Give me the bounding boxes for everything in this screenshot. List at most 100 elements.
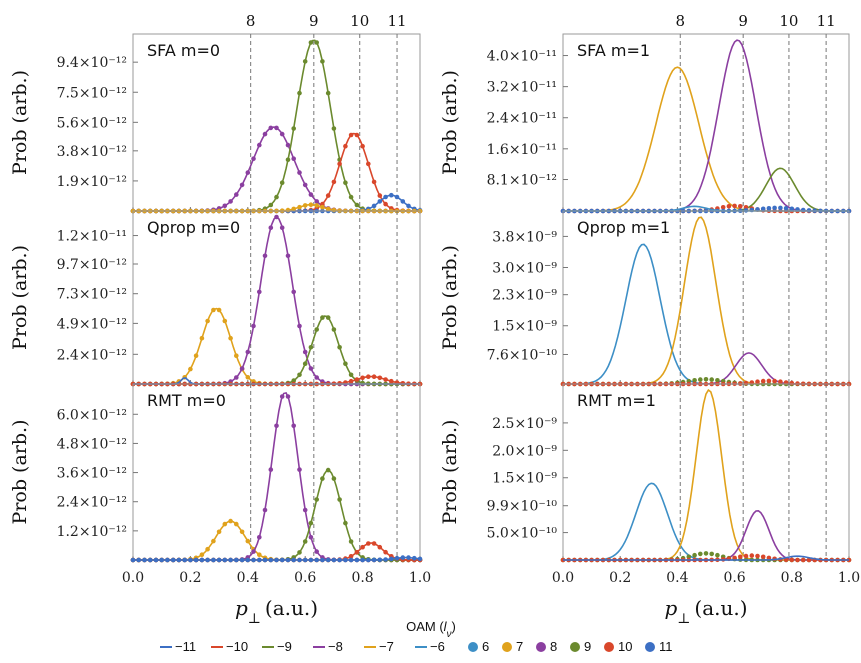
data-point xyxy=(348,372,354,378)
data-point xyxy=(348,539,354,544)
data-point xyxy=(302,557,308,563)
data-point xyxy=(308,535,314,540)
data-point xyxy=(320,557,325,563)
data-point xyxy=(348,378,354,384)
series-oam-7 xyxy=(563,388,849,561)
data-point xyxy=(325,315,331,320)
data-point xyxy=(377,375,383,381)
data-point xyxy=(360,544,365,550)
data-point xyxy=(274,423,279,429)
y-tick-label: 1.5×10⁻⁹ xyxy=(492,319,557,335)
data-point xyxy=(417,556,423,562)
data-point xyxy=(142,557,147,563)
data-point xyxy=(743,380,749,386)
data-point xyxy=(331,557,337,563)
series-oam--7 xyxy=(130,202,423,214)
y-tick-label: 9.9×10⁻¹⁰ xyxy=(487,499,558,515)
data-point xyxy=(343,361,348,367)
y-tick-label: 3.6×10⁻¹² xyxy=(57,466,127,482)
y-tick-label: 3.8×10⁻⁹ xyxy=(492,229,557,245)
data-point xyxy=(760,554,766,560)
y-tick-label: 1.2×10⁻¹¹ xyxy=(57,229,127,245)
series-line xyxy=(133,542,420,561)
legend-title: OAM (lν) xyxy=(406,619,456,640)
data-point xyxy=(239,366,245,371)
series-line xyxy=(563,66,849,212)
y-tick-label: 1.5×10⁻⁹ xyxy=(492,471,557,487)
data-point xyxy=(291,289,297,295)
data-point xyxy=(371,203,377,209)
data-point xyxy=(343,520,348,526)
data-point xyxy=(371,179,377,185)
series-line xyxy=(563,216,849,385)
data-point xyxy=(360,557,365,563)
data-point xyxy=(709,377,714,382)
legend-entry-6: 6 xyxy=(468,639,489,654)
panel-title: Qprop m=1 xyxy=(577,218,670,237)
data-point xyxy=(406,203,411,209)
data-point xyxy=(274,214,279,220)
y-tick-label: 7.3×10⁻¹² xyxy=(57,287,127,303)
series-line xyxy=(563,555,849,561)
y-tick-label: 5.6×10⁻¹² xyxy=(57,115,127,131)
data-point xyxy=(279,180,285,185)
data-point xyxy=(383,557,388,562)
y-tick-label: 2.5×10⁻⁹ xyxy=(492,416,557,432)
y-tick-label: 7.6×10⁻¹⁰ xyxy=(487,347,558,363)
data-point xyxy=(308,345,314,350)
data-point xyxy=(205,557,210,563)
data-point xyxy=(216,307,222,313)
series-oam-7 xyxy=(563,66,849,212)
data-point xyxy=(348,557,354,563)
data-point xyxy=(692,378,697,383)
data-point xyxy=(274,557,279,563)
data-point xyxy=(211,557,216,563)
data-point xyxy=(686,554,692,560)
data-point xyxy=(268,225,274,230)
data-point xyxy=(205,546,210,552)
data-point xyxy=(222,318,228,324)
data-point xyxy=(251,323,256,329)
reference-line-label: 11 xyxy=(817,12,836,30)
x-tick-label: 0.4 xyxy=(666,570,688,586)
series-oam-7 xyxy=(563,216,849,385)
data-point xyxy=(314,549,320,554)
y-tick-label: 9.4×10⁻¹² xyxy=(57,55,127,71)
data-point xyxy=(354,549,360,555)
data-point xyxy=(291,206,297,212)
y-tick-label: 6.0×10⁻¹² xyxy=(57,407,127,423)
data-point xyxy=(383,201,388,207)
y-tick-label: 2.3×10⁻⁹ xyxy=(492,288,557,304)
y-tick-label: 1.2×10⁻¹² xyxy=(57,524,127,540)
data-point xyxy=(738,204,743,209)
data-point xyxy=(234,557,239,563)
data-point xyxy=(308,366,314,371)
data-point xyxy=(331,476,337,481)
data-point xyxy=(371,557,377,563)
data-point xyxy=(297,550,302,555)
data-point xyxy=(274,194,279,200)
data-point xyxy=(377,199,383,204)
legend-label: 11 xyxy=(659,639,673,654)
data-point xyxy=(211,538,216,544)
data-point xyxy=(302,539,308,544)
data-point xyxy=(772,378,777,384)
y-tick-label: 9.7×10⁻¹² xyxy=(57,257,127,273)
data-point xyxy=(337,345,342,350)
data-point xyxy=(325,206,331,212)
y-axis-label: Prob (arb.) xyxy=(439,420,461,525)
data-point xyxy=(343,557,348,563)
data-point xyxy=(337,497,342,502)
series-oam--8 xyxy=(130,391,423,563)
legend-label: −11 xyxy=(175,639,196,654)
data-point xyxy=(320,476,325,481)
data-point xyxy=(234,353,239,359)
data-point xyxy=(320,59,325,64)
legend-entry-−10: −10 xyxy=(211,639,248,654)
data-point xyxy=(228,518,233,524)
panel-qprop-m-1: 7.6×10⁻¹⁰ 1.5×10⁻⁹ 2.3×10⁻⁹ 3.0×10⁻⁹ 3.8×10⁻… xyxy=(439,210,852,387)
data-point xyxy=(331,327,337,332)
reference-line-label: 11 xyxy=(387,12,406,30)
data-point xyxy=(279,557,285,563)
data-point xyxy=(703,377,709,382)
